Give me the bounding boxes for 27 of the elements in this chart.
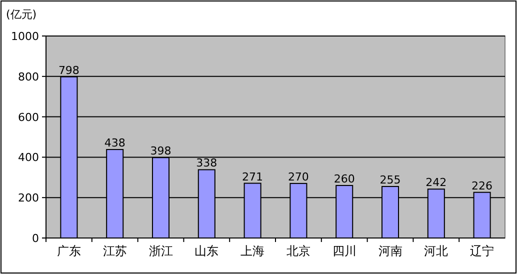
y-tick-label: 400 (18, 151, 39, 164)
data-label: 270 (288, 170, 309, 184)
x-tick-label: 北京 (286, 244, 310, 258)
data-label: 255 (380, 173, 401, 186)
y-tick-label: 200 (18, 192, 39, 205)
data-label: 242 (426, 176, 447, 190)
x-tick-label: 山东 (194, 244, 219, 258)
y-tick-label: 0 (32, 232, 39, 245)
x-tick-label: 江苏 (102, 244, 127, 258)
y-tick-label: 800 (18, 70, 39, 84)
data-label: 398 (150, 144, 172, 158)
x-tick-label: 辽宁 (470, 244, 494, 258)
data-label: 226 (472, 179, 493, 192)
y-tick-label: 600 (18, 110, 39, 124)
y-axis-title: (亿元) (6, 8, 37, 21)
data-label: 271 (242, 170, 264, 184)
x-tick-label: 四川 (332, 244, 356, 258)
y-tick-label: 1000 (11, 30, 39, 43)
x-tick-label: 浙江 (148, 244, 173, 258)
x-tick-label: 河北 (424, 244, 448, 258)
data-label: 260 (334, 172, 355, 186)
data-label: 798 (58, 64, 80, 77)
x-tick-label: 河南 (378, 244, 402, 258)
x-tick-label: 上海 (240, 244, 265, 258)
data-label: 438 (104, 136, 126, 150)
x-tick-label: 广东 (56, 244, 81, 258)
data-label: 338 (196, 156, 218, 170)
